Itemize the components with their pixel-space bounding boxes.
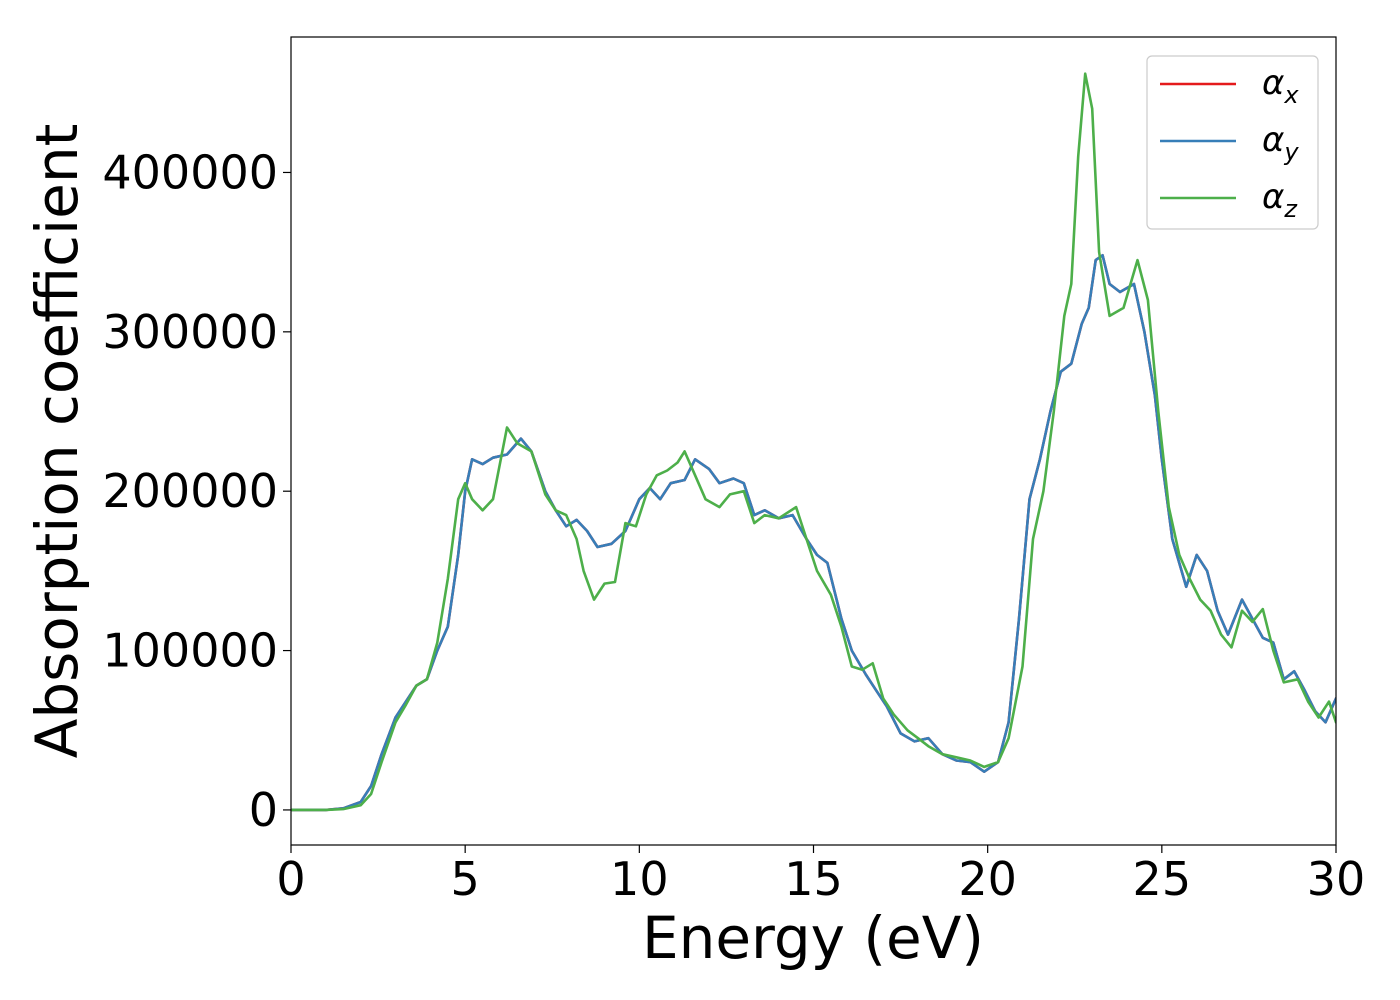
legend-entry-subscript: z bbox=[1283, 195, 1298, 223]
legend-entry-subscript: y bbox=[1283, 138, 1299, 166]
legend-entry-symbol: α bbox=[1262, 177, 1284, 217]
y-tick-label: 400000 bbox=[102, 145, 278, 199]
y-axis: 0 100000 200000 300000 400000 bbox=[102, 145, 291, 837]
series-group bbox=[291, 72, 1336, 812]
y-axis-label: Absorption coefficient bbox=[23, 124, 91, 759]
y-tick-label: 200000 bbox=[102, 464, 278, 518]
series-line-z bbox=[291, 72, 1336, 812]
legend-entry-symbol: α bbox=[1262, 63, 1284, 103]
legend-box bbox=[1146, 55, 1319, 230]
legend-entry-subscript: x bbox=[1283, 81, 1299, 109]
legend-entry-z: αz bbox=[1262, 177, 1298, 223]
x-tick-label: 15 bbox=[784, 852, 843, 906]
x-tick-label: 10 bbox=[610, 852, 669, 906]
series-line-y bbox=[291, 254, 1336, 812]
x-tick-label: 25 bbox=[1133, 852, 1192, 906]
x-tick-label: 0 bbox=[276, 852, 305, 906]
plot-area bbox=[290, 36, 1337, 846]
x-tick-label: 5 bbox=[451, 852, 480, 906]
y-tick-label: 300000 bbox=[102, 305, 278, 359]
y-tick-label: 100000 bbox=[102, 624, 278, 678]
legend-entry-symbol: α bbox=[1262, 120, 1284, 160]
y-tick-label: 0 bbox=[249, 783, 278, 837]
x-axis-label: Energy (eV) bbox=[642, 904, 984, 972]
legend-entry-x: αx bbox=[1262, 63, 1299, 109]
x-tick-label: 30 bbox=[1307, 852, 1366, 906]
x-tick-label: 20 bbox=[958, 852, 1017, 906]
legend-entry-y: αy bbox=[1262, 120, 1299, 166]
x-axis: 0 5 10 15 20 25 30 bbox=[276, 845, 1365, 906]
